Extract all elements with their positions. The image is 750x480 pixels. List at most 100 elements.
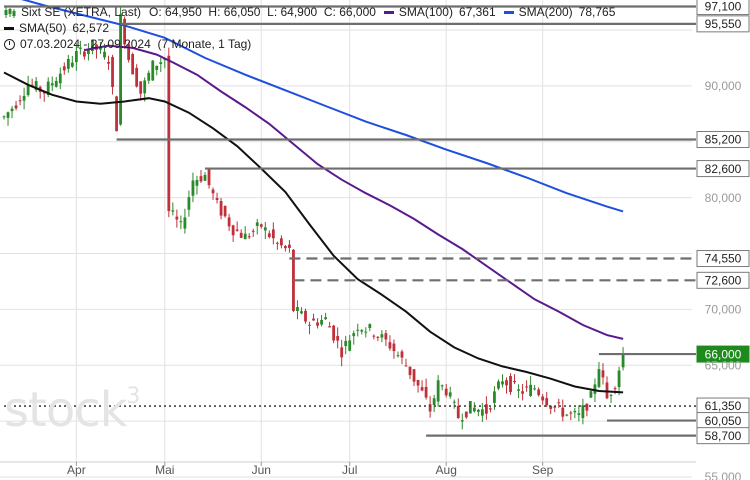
- candle-108: [436, 375, 440, 407]
- level-label-8: 60,050: [705, 414, 742, 428]
- candle-132: [533, 385, 537, 391]
- legend-instrument: Sixt SE (XETRA, Last): [4, 4, 141, 20]
- candle-116: [468, 400, 472, 414]
- x-axis: Apr Mai Jun Jul Aug Sep: [0, 461, 696, 477]
- y-tick-label-5: 80,000: [705, 191, 742, 205]
- candle-104: [420, 380, 424, 392]
- candle-39: [159, 57, 163, 73]
- candle-86: [348, 334, 352, 352]
- candle-50: [203, 172, 207, 181]
- candle-133: [537, 387, 541, 397]
- candle-37: [151, 59, 155, 81]
- candle-68: [275, 241, 279, 250]
- x-tick-label-0: Apr: [67, 463, 86, 477]
- candle-125: [505, 377, 508, 394]
- candle-56: [227, 213, 231, 231]
- candle-100: [404, 358, 408, 367]
- level-label-9: 58,700: [705, 429, 742, 443]
- candle-36: [147, 70, 151, 84]
- candle-130: [525, 380, 528, 392]
- candle-153: [617, 366, 621, 396]
- y-tick-label-2: 65,000: [705, 358, 742, 372]
- y-tick-label-0: 55,000: [705, 470, 742, 480]
- candle-0: [2, 115, 6, 120]
- candle-134: [541, 394, 545, 405]
- candle-143: [577, 405, 581, 422]
- x-tick-label-3: Jul: [342, 463, 357, 477]
- candle-101: [408, 366, 412, 380]
- sma200-label: SMA(200): [518, 5, 573, 19]
- candle-80: [324, 312, 327, 320]
- candle-34: [139, 81, 143, 101]
- candle-62: [251, 228, 255, 237]
- candle-94: [380, 330, 384, 343]
- candle-92: [372, 334, 376, 340]
- legend-sma100: SMA(100) 67,361: [383, 4, 496, 20]
- candle-65: [263, 222, 267, 240]
- candle-148: [597, 361, 601, 389]
- candle-38: [155, 65, 159, 76]
- candle-119: [480, 403, 484, 422]
- candle-140: [565, 414, 569, 417]
- period-detail: (7 Monate, 1 Tag): [157, 37, 252, 51]
- candle-15: [62, 62, 66, 75]
- candle-46: [187, 190, 191, 217]
- candle-89: [360, 329, 364, 335]
- candle-124: [501, 374, 504, 388]
- sma100-swatch: [383, 10, 394, 14]
- candle-84: [340, 339, 344, 367]
- candle-120: [485, 396, 488, 420]
- candle-26: [107, 55, 110, 70]
- candle-43: [175, 209, 179, 228]
- candle-45: [183, 208, 187, 234]
- candle-138: [557, 398, 561, 408]
- legend-sma50: SMA(50) 62,572: [4, 20, 109, 36]
- candle-85: [344, 335, 348, 355]
- sma50-value: 62,572: [72, 21, 110, 35]
- candle-2: [10, 106, 14, 119]
- candle-67: [271, 222, 275, 245]
- candle-8: [34, 77, 38, 93]
- candle-77: [312, 313, 315, 321]
- legend-row-3: 07.03.2024 - 27.09.2024 (7 Monate, 1 Tag…: [4, 36, 623, 52]
- candle-69: [279, 235, 283, 249]
- level-label-2: 85,200: [705, 133, 742, 147]
- candle-121: [489, 407, 492, 413]
- candle-19: [78, 40, 82, 55]
- candle-21: [87, 43, 90, 61]
- candle-33: [135, 64, 139, 88]
- candle-31: [127, 42, 131, 63]
- candlestick-icon: [4, 6, 16, 18]
- sma100-label: SMA(100): [398, 5, 453, 19]
- candle-87: [352, 330, 356, 345]
- series-sma100: [84, 44, 624, 340]
- candle-16: [66, 54, 70, 73]
- candle-149: [601, 363, 605, 385]
- sma50-label: SMA(50): [19, 21, 67, 35]
- legend-sma200: SMA(200) 78,765: [503, 4, 615, 20]
- period-range: 07.03.2024 - 27.09.2024: [20, 37, 151, 51]
- level-label-5: 72,600: [705, 274, 742, 288]
- candle-29: [119, 6, 122, 126]
- candle-111: [448, 386, 452, 399]
- candle-88: [356, 323, 360, 337]
- candle-59: [239, 229, 243, 239]
- candle-110: [444, 384, 448, 398]
- level-label-4: 74,550: [705, 252, 742, 266]
- low-label: L:: [267, 5, 278, 19]
- candle-115: [464, 411, 468, 419]
- candle-75: [304, 308, 307, 324]
- candle-154: [621, 347, 625, 371]
- candle-18: [74, 43, 78, 71]
- candle-123: [497, 379, 500, 391]
- candle-22: [91, 39, 94, 55]
- level-badge-3: 82,600: [696, 160, 750, 178]
- candle-96: [388, 335, 392, 351]
- candle-105: [424, 378, 428, 400]
- candle-44: [179, 215, 183, 230]
- candle-3: [14, 100, 18, 111]
- sma50-swatch: [4, 26, 14, 30]
- instrument-name: Sixt SE (XETRA, Last): [21, 5, 142, 19]
- candle-64: [259, 223, 263, 229]
- candle-91: [368, 323, 372, 332]
